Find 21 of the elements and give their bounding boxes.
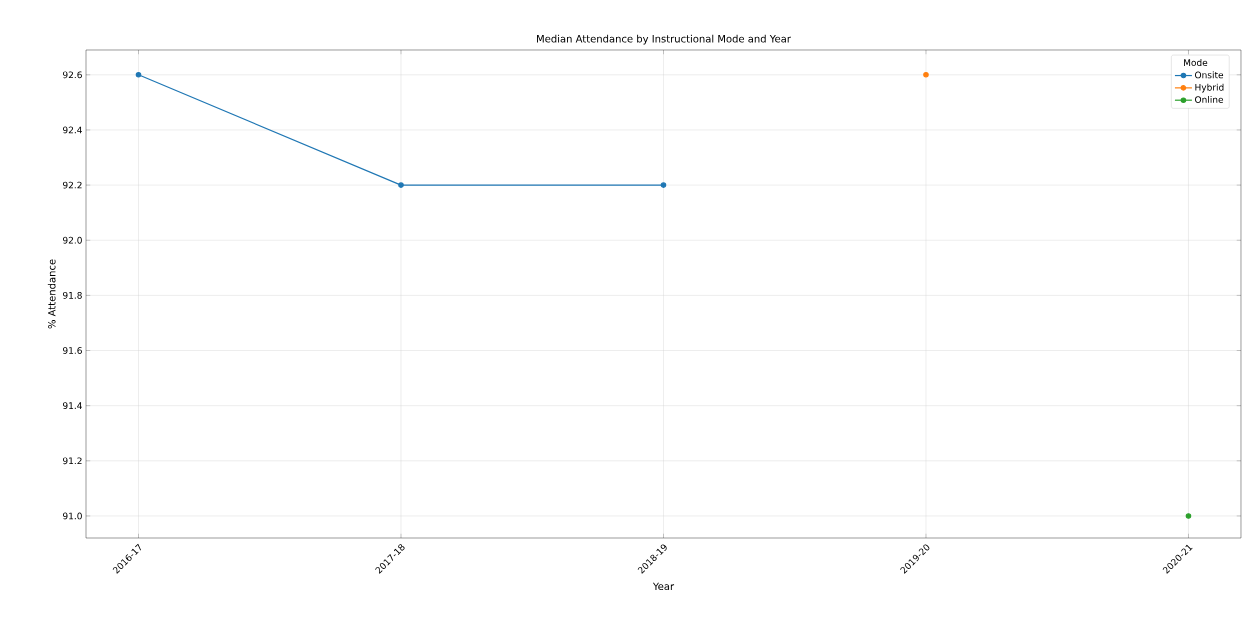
y-tick-label: 91.4 <box>62 402 82 410</box>
point <box>660 182 667 188</box>
point <box>1185 513 1192 519</box>
point <box>923 72 929 78</box>
y-tick-label: 91.6 <box>62 347 82 354</box>
y-tick-label: 91.0 <box>62 512 82 520</box>
y-tick-label: 92.2 <box>62 181 82 189</box>
legend-label: Online <box>1195 96 1224 103</box>
chart-title: Median Attendance by Instructional Mode and Year <box>537 34 791 45</box>
legend-title: Mode <box>1184 59 1208 67</box>
y-tick-label: 92.0 <box>62 236 82 244</box>
y-tick-label: 91.8 <box>62 291 82 299</box>
point <box>398 182 404 188</box>
y-tick-label: 92.6 <box>62 71 82 79</box>
y-axis-title: % Attendance <box>47 259 56 329</box>
y-tick-label: 92.4 <box>62 126 82 134</box>
legend-label: Hybrid <box>1195 83 1224 93</box>
x-axis-title: Year <box>652 582 675 591</box>
y-tick-label: 91.2 <box>62 457 82 465</box>
legend-label: Onsite <box>1195 71 1224 79</box>
point <box>135 72 142 78</box>
